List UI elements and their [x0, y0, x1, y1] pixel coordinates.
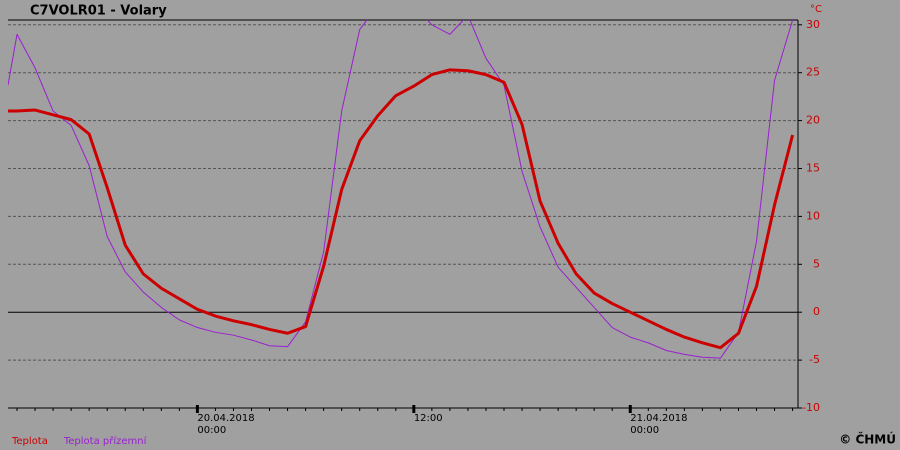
y-tick-label: -10 — [802, 401, 820, 414]
series-line — [8, 68, 795, 350]
credit: © ČHMÚ — [839, 432, 896, 447]
y-tick-label: 0 — [813, 305, 820, 318]
x-tick-label: 21.04.2018 — [630, 413, 687, 424]
legend-label: Teplota přízemní — [63, 435, 148, 447]
x-tick-label: 00:00 — [630, 425, 659, 436]
y-tick-label: 20 — [806, 114, 820, 127]
series-line — [8, 20, 794, 359]
x-tick-label: 12:00 — [414, 413, 443, 424]
y-tick-label: 10 — [806, 209, 820, 222]
y-unit: °C — [810, 4, 822, 15]
y-tick-label: 15 — [806, 161, 820, 174]
y-tick-label: 30 — [806, 18, 820, 31]
x-tick-label: 20.04.2018 — [197, 413, 254, 424]
y-tick-label: 5 — [813, 257, 820, 270]
plot-lines — [8, 20, 795, 359]
y-tick-label: 25 — [806, 66, 820, 79]
x-tick-label: 00:00 — [197, 425, 226, 436]
y-tick-label: -5 — [809, 353, 820, 366]
legend-label: Teplota — [11, 436, 48, 447]
chart-title: C7VOLR01 - Volary — [30, 4, 167, 19]
